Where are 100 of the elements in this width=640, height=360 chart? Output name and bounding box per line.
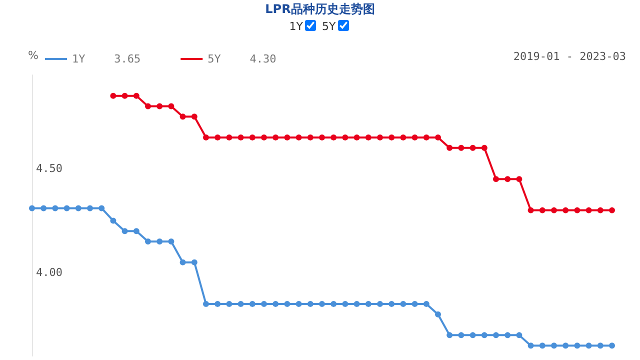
point — [122, 228, 128, 234]
point — [458, 332, 464, 338]
point — [446, 332, 453, 338]
point — [516, 176, 522, 182]
point — [412, 134, 418, 140]
point — [180, 114, 186, 120]
point — [75, 205, 82, 212]
point — [272, 134, 279, 140]
point — [180, 259, 186, 266]
point — [191, 259, 198, 266]
point — [597, 207, 604, 214]
point — [133, 228, 140, 234]
point — [539, 207, 546, 214]
point — [528, 207, 534, 214]
point — [516, 332, 522, 338]
point — [609, 342, 615, 349]
point — [307, 300, 314, 307]
y-tick-label: 4.00 — [36, 266, 62, 280]
point — [551, 207, 557, 214]
point — [319, 300, 325, 307]
point — [470, 144, 476, 151]
point — [284, 300, 290, 307]
text: 4.30 — [250, 52, 276, 66]
point — [249, 134, 256, 140]
point — [377, 134, 383, 140]
point — [29, 205, 35, 212]
point — [551, 342, 557, 349]
text: 3.65 — [114, 52, 141, 66]
point — [110, 92, 116, 99]
point — [40, 205, 47, 212]
point — [122, 92, 128, 99]
point — [203, 300, 209, 307]
point — [504, 176, 511, 182]
point — [423, 134, 430, 140]
point — [330, 300, 337, 307]
point — [296, 134, 302, 140]
point — [470, 332, 476, 338]
point — [296, 300, 302, 307]
point — [400, 300, 406, 307]
point — [365, 300, 372, 307]
point — [284, 134, 290, 140]
point — [412, 300, 418, 307]
point — [191, 114, 198, 120]
point — [574, 207, 580, 214]
legend-label: 1Y — [72, 52, 86, 66]
point — [400, 134, 406, 140]
point — [226, 134, 232, 140]
chart-title: LPR品种历史走势图 — [264, 1, 376, 18]
point — [354, 134, 360, 140]
text: 2019-01 - 2023-03 — [513, 50, 626, 63]
point — [272, 300, 279, 307]
point — [539, 342, 546, 349]
point — [435, 311, 441, 318]
point — [493, 332, 499, 338]
point — [528, 342, 534, 349]
point — [423, 300, 430, 307]
point — [87, 205, 93, 212]
point — [388, 134, 395, 140]
point — [52, 205, 58, 212]
point — [238, 134, 244, 140]
point — [307, 134, 314, 140]
point — [249, 300, 256, 307]
point — [435, 134, 441, 140]
point — [493, 176, 499, 182]
point — [156, 238, 163, 245]
point — [481, 144, 488, 151]
point — [261, 300, 267, 307]
point — [226, 300, 232, 307]
point — [458, 144, 464, 151]
point — [330, 134, 337, 140]
point — [377, 300, 383, 307]
point — [319, 134, 325, 140]
point — [562, 342, 569, 349]
point — [446, 144, 453, 151]
y-tick-label: 4.50 — [36, 162, 62, 176]
point — [574, 342, 580, 349]
legend-label: 5Y — [208, 52, 222, 66]
point — [586, 342, 592, 349]
point — [168, 103, 174, 110]
text: 1Y — [289, 20, 303, 33]
point — [586, 207, 592, 214]
y-axis-title: % — [28, 49, 38, 62]
point — [110, 218, 116, 224]
point — [388, 300, 395, 307]
point — [342, 300, 348, 307]
point — [481, 332, 488, 338]
point — [203, 134, 209, 140]
point — [504, 332, 511, 338]
point — [168, 238, 174, 245]
point — [64, 205, 70, 212]
point — [238, 300, 244, 307]
point — [609, 207, 615, 214]
point — [365, 134, 372, 140]
point — [145, 103, 151, 110]
point — [354, 300, 360, 307]
point — [214, 300, 221, 307]
point — [133, 92, 140, 99]
point — [261, 134, 267, 140]
point — [145, 238, 151, 245]
point — [214, 134, 221, 140]
